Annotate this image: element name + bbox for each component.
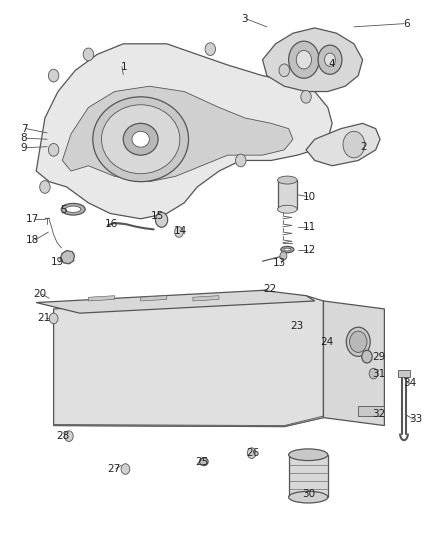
Text: 30: 30 (302, 489, 315, 499)
Text: 15: 15 (151, 211, 164, 221)
Ellipse shape (296, 51, 311, 69)
Polygon shape (306, 123, 380, 166)
Circle shape (280, 252, 287, 260)
Text: 23: 23 (290, 321, 303, 331)
Circle shape (205, 43, 215, 55)
Text: 18: 18 (26, 235, 39, 245)
Circle shape (64, 431, 73, 441)
Polygon shape (62, 86, 293, 182)
Text: 34: 34 (403, 378, 416, 388)
Circle shape (369, 368, 378, 379)
Ellipse shape (289, 491, 328, 503)
Text: 24: 24 (320, 337, 334, 347)
Ellipse shape (289, 41, 319, 78)
Circle shape (175, 227, 184, 237)
Text: 22: 22 (264, 284, 277, 294)
Text: 12: 12 (303, 245, 316, 255)
Text: 14: 14 (174, 226, 187, 236)
Circle shape (121, 464, 130, 474)
Ellipse shape (284, 248, 291, 251)
Polygon shape (53, 296, 323, 426)
Polygon shape (141, 296, 167, 301)
Bar (289, 455, 328, 497)
Polygon shape (53, 416, 323, 426)
Circle shape (301, 91, 311, 103)
Text: 4: 4 (328, 59, 335, 69)
Circle shape (48, 69, 59, 82)
Bar (358, 407, 385, 416)
Ellipse shape (123, 123, 158, 155)
Circle shape (49, 313, 58, 324)
Text: 6: 6 (403, 19, 410, 29)
Ellipse shape (325, 53, 336, 66)
Circle shape (83, 48, 94, 61)
Ellipse shape (278, 176, 297, 184)
Ellipse shape (278, 205, 297, 213)
Circle shape (48, 143, 59, 156)
Text: 33: 33 (409, 414, 422, 424)
Text: 5: 5 (60, 205, 67, 215)
Ellipse shape (289, 449, 328, 461)
Text: 19: 19 (50, 257, 64, 267)
Text: 13: 13 (272, 259, 286, 268)
Text: 10: 10 (303, 191, 316, 201)
Text: 28: 28 (57, 431, 70, 441)
Circle shape (247, 448, 256, 458)
Text: 16: 16 (104, 219, 118, 229)
Text: 11: 11 (303, 222, 316, 232)
Text: 17: 17 (26, 214, 39, 224)
Text: 3: 3 (241, 14, 247, 24)
Polygon shape (36, 290, 315, 313)
Text: 31: 31 (373, 369, 386, 378)
Bar (278, 180, 297, 209)
Circle shape (362, 350, 372, 363)
Polygon shape (193, 296, 219, 301)
Polygon shape (60, 251, 74, 264)
Ellipse shape (318, 45, 342, 74)
Text: 1: 1 (121, 62, 127, 71)
Polygon shape (323, 301, 385, 425)
Text: 25: 25 (195, 457, 208, 466)
Bar (398, 370, 410, 377)
Ellipse shape (132, 131, 149, 147)
Circle shape (40, 181, 50, 193)
Ellipse shape (281, 246, 294, 253)
Circle shape (279, 64, 290, 77)
Ellipse shape (102, 105, 180, 174)
Ellipse shape (61, 204, 85, 215)
Circle shape (343, 131, 365, 158)
Polygon shape (88, 296, 115, 301)
Ellipse shape (346, 327, 370, 357)
Text: 20: 20 (33, 289, 46, 299)
Text: 26: 26 (246, 448, 260, 458)
Polygon shape (36, 44, 332, 219)
Polygon shape (262, 28, 363, 92)
Circle shape (236, 154, 246, 167)
Text: 2: 2 (360, 142, 367, 152)
Text: 29: 29 (373, 352, 386, 361)
Circle shape (155, 213, 168, 227)
Ellipse shape (93, 97, 188, 182)
Text: 8: 8 (21, 133, 27, 143)
Text: 21: 21 (37, 313, 51, 324)
Text: 7: 7 (21, 124, 27, 134)
Ellipse shape (199, 458, 208, 466)
Text: 27: 27 (107, 464, 120, 474)
Text: 32: 32 (373, 409, 386, 419)
Circle shape (350, 331, 367, 352)
Ellipse shape (66, 206, 81, 213)
Text: 9: 9 (21, 143, 27, 153)
